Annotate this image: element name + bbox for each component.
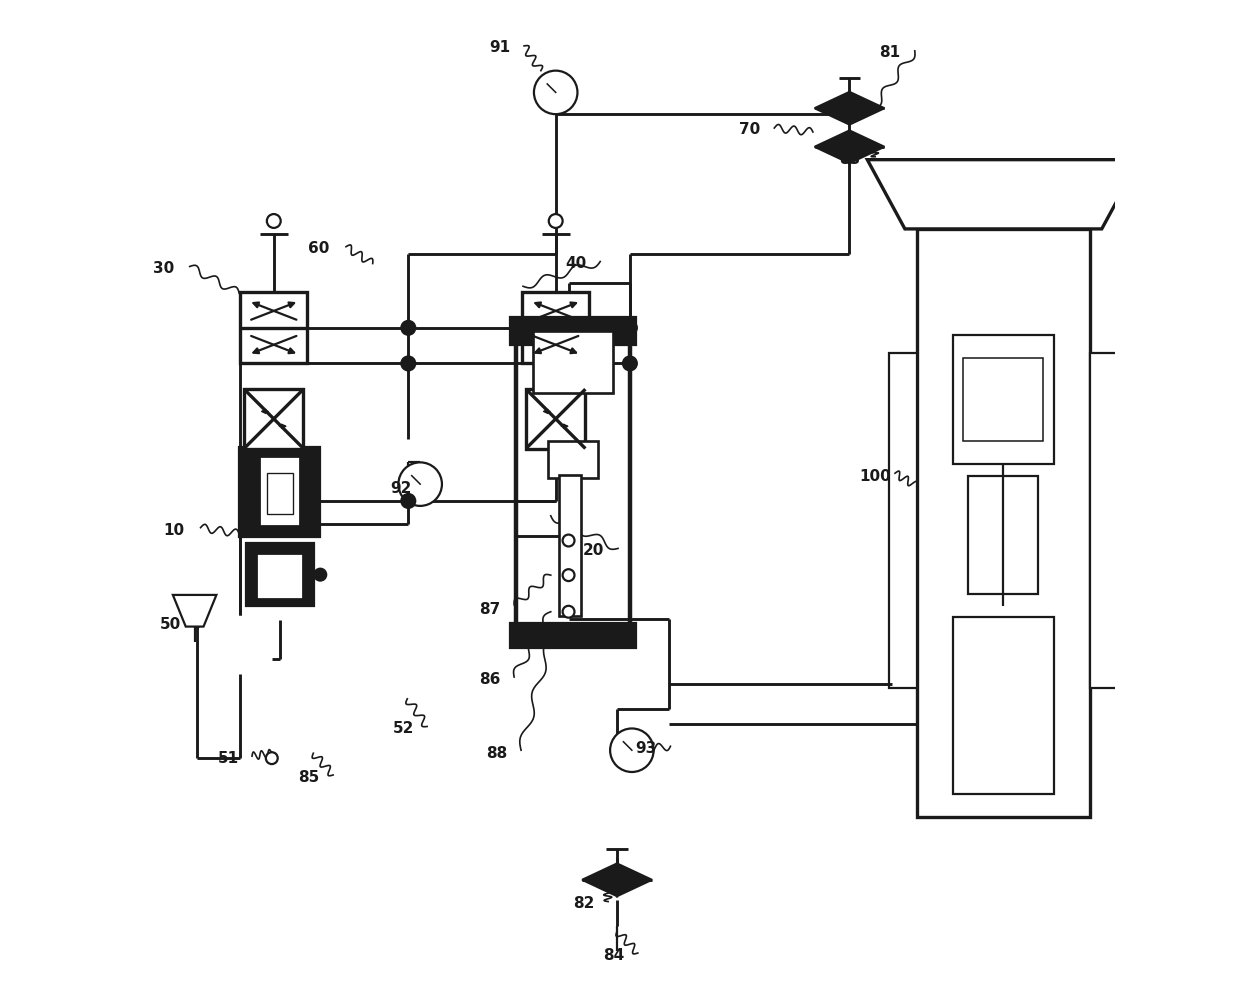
Text: 100: 100	[859, 468, 892, 484]
Bar	[241, 293, 308, 363]
Circle shape	[398, 462, 441, 506]
Circle shape	[402, 320, 415, 334]
Bar	[516, 342, 630, 625]
Polygon shape	[849, 92, 884, 125]
Circle shape	[563, 606, 574, 618]
Bar	[916, 229, 1090, 817]
Polygon shape	[849, 131, 884, 163]
Circle shape	[610, 728, 653, 772]
Text: 30: 30	[153, 261, 175, 276]
Text: 70: 70	[739, 122, 760, 138]
Bar	[239, 446, 320, 537]
Polygon shape	[172, 595, 217, 627]
Bar	[267, 472, 293, 514]
Bar	[526, 389, 585, 448]
Bar	[559, 475, 582, 616]
Circle shape	[622, 320, 637, 334]
Text: 88: 88	[486, 746, 507, 761]
Polygon shape	[867, 160, 1140, 229]
Polygon shape	[815, 92, 849, 125]
Bar	[963, 358, 1044, 440]
Text: 20: 20	[583, 543, 604, 558]
Circle shape	[267, 214, 280, 228]
Bar	[244, 389, 304, 448]
Text: 51: 51	[217, 751, 238, 766]
Bar	[954, 617, 1054, 794]
Bar	[522, 293, 589, 363]
Polygon shape	[618, 863, 652, 896]
Bar	[259, 556, 301, 597]
Text: 82: 82	[574, 896, 595, 911]
Circle shape	[534, 70, 578, 114]
Text: 92: 92	[391, 480, 412, 496]
Text: 87: 87	[480, 602, 501, 617]
Bar	[1090, 352, 1117, 688]
Text: 85: 85	[299, 771, 320, 786]
Bar	[246, 544, 314, 606]
Circle shape	[622, 356, 637, 370]
Polygon shape	[583, 863, 618, 896]
Text: 86: 86	[480, 672, 501, 686]
Bar	[548, 441, 598, 478]
Text: 81: 81	[879, 46, 900, 61]
Circle shape	[563, 535, 574, 547]
Bar	[516, 342, 630, 625]
Bar	[954, 335, 1054, 464]
Text: 50: 50	[160, 617, 181, 632]
Circle shape	[265, 752, 278, 764]
Circle shape	[314, 568, 326, 580]
Text: 40: 40	[565, 256, 587, 271]
Polygon shape	[815, 131, 849, 163]
Bar	[889, 352, 916, 688]
Bar	[968, 476, 1038, 594]
Text: 52: 52	[393, 721, 414, 736]
Bar	[510, 623, 636, 649]
Bar	[262, 458, 298, 525]
Text: 93: 93	[635, 741, 656, 756]
Text: 10: 10	[162, 523, 184, 538]
Text: 84: 84	[603, 948, 625, 963]
Text: 83: 83	[839, 152, 861, 168]
Circle shape	[563, 569, 574, 581]
Bar	[510, 317, 636, 344]
Circle shape	[402, 494, 415, 508]
Text: 60: 60	[309, 241, 330, 256]
Circle shape	[549, 214, 563, 228]
Bar	[533, 331, 613, 394]
Circle shape	[402, 356, 415, 370]
Text: 91: 91	[490, 41, 511, 56]
